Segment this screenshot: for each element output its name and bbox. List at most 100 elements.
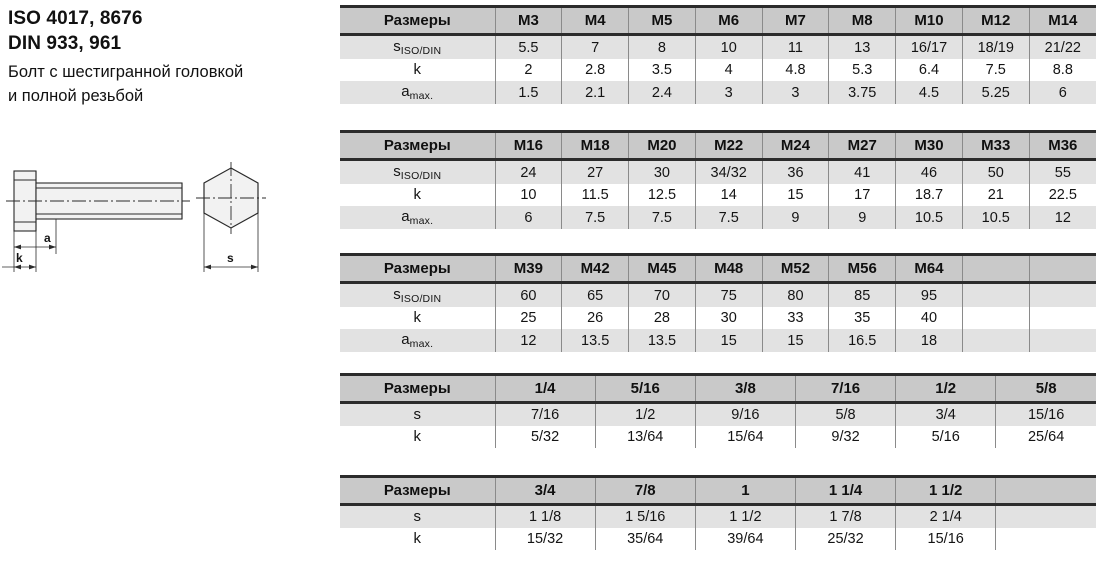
product-description: Болт с шестигранной головкой и полной ре…	[8, 60, 334, 108]
table-cell-value: 55	[1028, 159, 1096, 184]
column-header-size: M8	[828, 5, 896, 36]
column-header-size: 5/8	[995, 373, 1096, 404]
table-cell-value: 10.5	[961, 206, 1030, 229]
dimensions-table-metric-2: Размеры M16 M18 M20 M22 M24 M27 M30 M33 M36 sISO/D…	[340, 130, 1096, 229]
table-cell-value: 65	[561, 282, 629, 307]
table-cell-value: 50	[961, 159, 1030, 184]
column-header-dimensions: Размеры	[340, 253, 496, 284]
column-header-dimensions: Размеры	[340, 373, 495, 404]
column-header-empty	[1028, 253, 1096, 284]
column-header-size: M24	[761, 130, 829, 161]
row-label-k: k	[340, 184, 496, 206]
table-row: sISO/DIN 60 65 70 75 80 85 95	[340, 282, 1096, 307]
table-cell-value: 2	[494, 59, 562, 81]
table-cell-value: 4.8	[761, 59, 829, 81]
table-cell-value: 16.5	[828, 329, 896, 352]
table-cell-value: 26	[561, 307, 629, 329]
column-header-size: M18	[561, 130, 629, 161]
table-header-row: Размеры M3 M4 M5 M6 M7 M8 M10 M12 M14	[340, 5, 1096, 36]
column-header-size: M14	[1028, 5, 1096, 36]
table-cell-value: 15	[761, 329, 829, 352]
row-label-s-plain: s	[340, 504, 495, 528]
table-row: s 7/16 1/2 9/16 5/8 3/4 15/16	[340, 402, 1096, 426]
table-row: k 5/32 13/64 15/64 9/32 5/16 25/64	[340, 426, 1096, 448]
column-header-size: M6	[694, 5, 763, 36]
row-label-k: k	[340, 59, 496, 81]
table-row: k 2 2.8 3.5 4 4.8 5.3 6.4 7.5 8.8	[340, 59, 1096, 81]
table-cell-value: 10	[694, 34, 763, 59]
hex-head-bolt-technical-drawing: a k s	[0, 150, 300, 280]
table-header-row: Размеры M16 M18 M20 M22 M24 M27 M30 M33 M36	[340, 130, 1096, 161]
table-cell-empty	[1028, 307, 1096, 329]
column-header-size: M12	[961, 5, 1030, 36]
table-row: sISO/DIN 24 27 30 34/32 36 41 46 50 55	[340, 159, 1096, 184]
table-cell-value: 41	[828, 159, 896, 184]
table-row: k 10 11.5 12.5 14 15 17 18.7 21 22.5	[340, 184, 1096, 206]
table-cell-value: 5/8	[794, 402, 896, 426]
table-cell-value: 30	[694, 307, 763, 329]
column-header-size: 1/4	[494, 373, 596, 404]
column-header-size: 3/4	[494, 475, 596, 506]
table-cell-value: 1 7/8	[794, 504, 896, 528]
column-header-empty	[995, 475, 1096, 506]
table-row: amax. 12 13.5 13.5 15 15 16.5 18	[340, 329, 1096, 352]
table-header-row: Размеры M39 M42 M45 M48 M52 M56 M64	[340, 253, 1096, 284]
table-cell-value: 1 1/8	[494, 504, 596, 528]
table-cell-value: 5.3	[828, 59, 896, 81]
dimensions-table-imperial-2: Размеры 3/4 7/8 1 1 1/4 1 1/2 s 1 1/8 1 5/16 1 1/…	[340, 475, 1096, 550]
table-cell-value: 9	[828, 206, 896, 229]
table-cell-value: 5.25	[961, 81, 1030, 104]
table-cell-value: 2.4	[628, 81, 696, 104]
table-cell-value: 5.5	[494, 34, 562, 59]
column-header-size: M16	[494, 130, 562, 161]
column-header-size: M56	[828, 253, 896, 284]
row-label-a-max: amax.	[340, 206, 496, 229]
column-header-size: M7	[761, 5, 829, 36]
column-header-dimensions: Размеры	[340, 475, 495, 506]
column-header-size: M39	[494, 253, 562, 284]
column-header-size: 1 1/4	[794, 475, 896, 506]
table-cell-value: 11.5	[561, 184, 629, 206]
row-label-s-iso-din: sISO/DIN	[340, 282, 496, 307]
dimension-label-a: a	[44, 231, 51, 245]
row-label-a-max: amax.	[340, 81, 496, 104]
table-cell-value: 28	[628, 307, 696, 329]
table-cell-value: 6	[494, 206, 562, 229]
column-header-size: 7/16	[794, 373, 896, 404]
table-cell-value: 9/16	[694, 402, 796, 426]
table-cell-value: 15	[761, 184, 829, 206]
column-header-size: M4	[561, 5, 629, 36]
column-header-empty	[961, 253, 1030, 284]
table-cell-value: 18.7	[895, 184, 963, 206]
table-cell-value: 25/64	[995, 426, 1096, 448]
table-cell-value: 46	[895, 159, 963, 184]
column-header-size: M10	[895, 5, 963, 36]
table-cell-value: 5/16	[895, 426, 996, 448]
table-cell-value: 21	[961, 184, 1030, 206]
column-header-size: M30	[895, 130, 963, 161]
table-cell-value: 3	[694, 81, 763, 104]
table-cell-value: 1 1/2	[694, 504, 796, 528]
table-cell-value: 60	[494, 282, 562, 307]
column-header-size: M52	[761, 253, 829, 284]
table-cell-value: 18/19	[961, 34, 1030, 59]
description-line-2: и полной резьбой	[8, 87, 144, 105]
table-cell-empty	[961, 282, 1030, 307]
table-cell-value: 9	[761, 206, 829, 229]
table-cell-value: 22.5	[1028, 184, 1096, 206]
row-label-k: k	[340, 426, 495, 448]
table-cell-value: 7.5	[694, 206, 763, 229]
table-cell-empty	[1028, 329, 1096, 352]
table-cell-value: 15/16	[995, 402, 1096, 426]
table-cell-value: 95	[895, 282, 963, 307]
table-row: amax. 6 7.5 7.5 7.5 9 9 10.5 10.5 12	[340, 206, 1096, 229]
table-cell-value: 15	[694, 329, 763, 352]
table-cell-value: 3.75	[828, 81, 896, 104]
table-cell-value: 25	[494, 307, 562, 329]
column-header-size: M27	[828, 130, 896, 161]
column-header-size: 7/8	[594, 475, 696, 506]
column-header-size: M36	[1028, 130, 1096, 161]
standard-line-din: DIN 933, 961	[8, 33, 122, 54]
column-header-size: M33	[961, 130, 1030, 161]
